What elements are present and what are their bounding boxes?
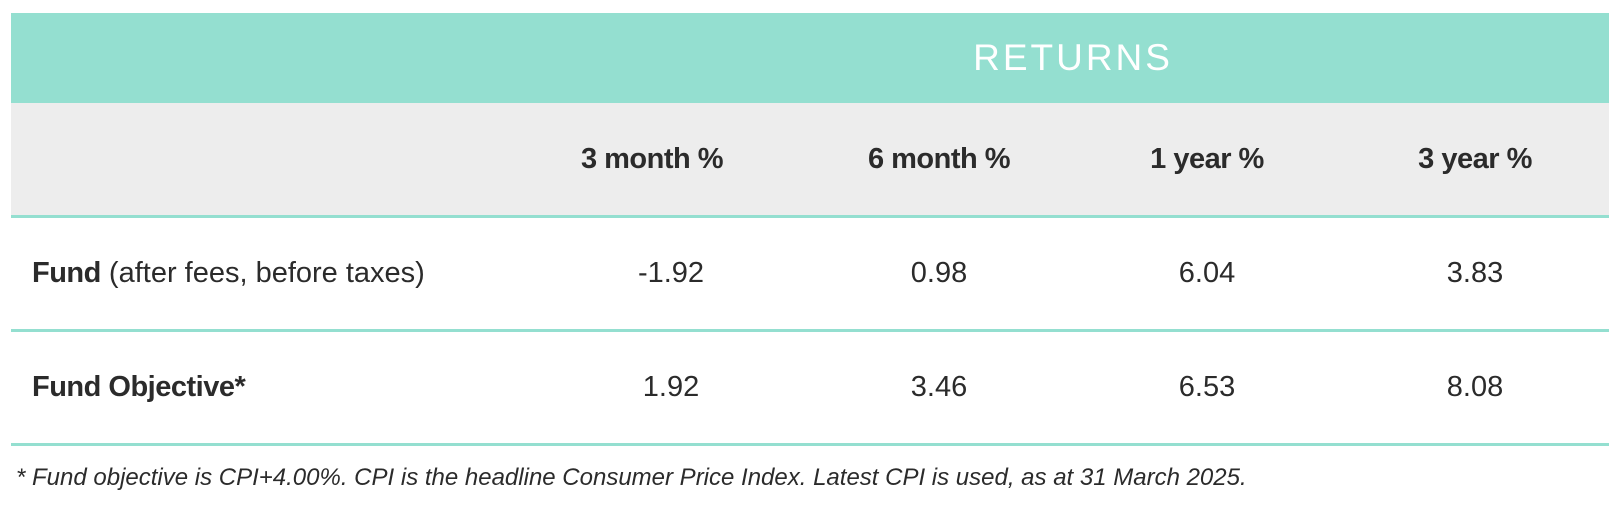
banner-spacer [11, 13, 537, 103]
row-label-strong: Fund Objective* [32, 371, 246, 403]
footnote: * Fund objective is CPI+4.00%. CPI is th… [16, 464, 1247, 491]
table-row: Fund Objective* 1.92 3.46 6.53 8.08 [11, 330, 1610, 446]
column-header-3-month: 3 month % [537, 103, 805, 218]
returns-table: RETURNS 3 month % 6 month % 1 year % 3 y… [11, 13, 1610, 446]
value-cell: 6.04 [1073, 216, 1341, 332]
value-cell: 6.53 [1073, 330, 1341, 446]
column-header-1-year: 1 year % [1073, 103, 1341, 218]
returns-table-container: RETURNS 3 month % 6 month % 1 year % 3 y… [11, 13, 1610, 446]
banner-title: RETURNS [537, 13, 1610, 103]
column-header-row: 3 month % 6 month % 1 year % 3 year % [11, 103, 1610, 218]
row-label-fund-objective: Fund Objective* [11, 330, 537, 446]
value-cell: 0.98 [805, 216, 1073, 332]
column-header-6-month: 6 month % [805, 103, 1073, 218]
value-cell: 3.83 [1341, 216, 1610, 332]
row-label-note: (after fees, before taxes) [100, 257, 425, 289]
table-row: Fund (after fees, before taxes) -1.92 0.… [11, 216, 1610, 332]
table-banner-row: RETURNS [11, 13, 1610, 103]
column-header-3-year: 3 year % [1341, 103, 1610, 218]
value-cell: -1.92 [537, 216, 805, 332]
value-cell: 3.46 [805, 330, 1073, 446]
value-cell: 8.08 [1341, 330, 1610, 446]
row-label-fund: Fund (after fees, before taxes) [11, 216, 537, 332]
row-label-strong: Fund [32, 257, 101, 289]
header-empty-cell [11, 103, 537, 218]
value-cell: 1.92 [537, 330, 805, 446]
